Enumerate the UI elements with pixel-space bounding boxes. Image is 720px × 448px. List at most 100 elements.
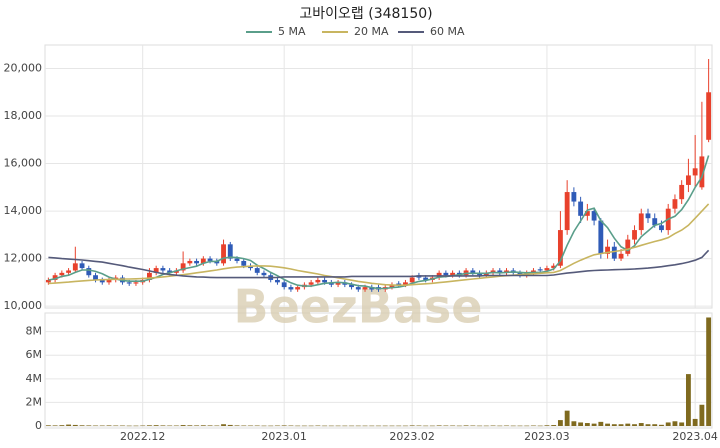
volume-bar [315, 425, 321, 427]
volume-bar [275, 425, 280, 427]
volume-bar [106, 425, 112, 426]
volume-bar [524, 425, 530, 427]
volume-bar [625, 423, 631, 426]
volume-bar [335, 425, 341, 427]
candle-body [207, 258, 213, 261]
volume-bar [322, 425, 328, 427]
candle-body [423, 277, 429, 280]
candle-body [403, 282, 408, 285]
volume-bar [483, 425, 489, 427]
volume-bar [591, 423, 597, 426]
candle-body [355, 287, 361, 290]
candle-body [167, 270, 173, 273]
volume-bar [396, 425, 402, 427]
volume-bar [685, 374, 691, 426]
candle-body [638, 213, 644, 231]
volume-bar [632, 424, 637, 426]
volume-bar [423, 425, 429, 427]
volume-bar [173, 425, 179, 427]
volume-bar [470, 425, 476, 427]
volume-bar [281, 425, 287, 426]
candle-body [147, 272, 152, 280]
volume-bar [537, 425, 543, 427]
ma-line [48, 249, 710, 279]
volume-panel [44, 312, 713, 429]
volume-bar [692, 418, 698, 426]
volume-bar [349, 425, 354, 427]
volume-bar [72, 424, 78, 426]
candle-body [349, 284, 354, 288]
volume-bar [248, 425, 253, 427]
volume-bar [598, 421, 604, 426]
candle-body [86, 268, 92, 276]
y-tick-label: 12,000 [4, 252, 43, 265]
candle-body [564, 192, 570, 231]
volume-bar [234, 425, 240, 426]
volume-bar [200, 425, 206, 426]
candle-body [685, 175, 691, 185]
volume-bar [160, 425, 166, 426]
volume-bar [638, 423, 644, 426]
candle-body [598, 220, 604, 254]
candle-body [180, 263, 186, 271]
candle-body [389, 284, 395, 288]
volume-bar [308, 425, 314, 427]
volume-bar [584, 423, 590, 426]
volume-bar [93, 425, 98, 427]
candle-body [605, 246, 610, 254]
legend-label: 20 MA [354, 25, 389, 38]
candle-body [59, 272, 65, 276]
volume-bar [133, 425, 139, 427]
volume-bar [672, 421, 678, 426]
volume-bar [227, 424, 233, 426]
volume-bar [268, 425, 274, 427]
volume-bar [99, 425, 105, 427]
volume-tick-label: 8M [26, 325, 43, 338]
candle-body [450, 272, 456, 276]
volume-bar [126, 425, 132, 427]
volume-bar [362, 425, 368, 427]
volume-bar [66, 424, 72, 426]
volume-tick-label: 0 [35, 419, 42, 432]
volume-bar [571, 421, 577, 426]
volume-bar [517, 425, 523, 427]
volume-bar [706, 317, 712, 426]
candle-body [672, 199, 678, 209]
candle-body [692, 168, 698, 176]
volume-bar [382, 425, 388, 427]
volume-bar [301, 425, 307, 427]
volume-bar [504, 425, 509, 427]
volume-bar [497, 425, 503, 427]
candle-body [45, 279, 51, 283]
volume-bar [207, 425, 213, 426]
candle-body [254, 268, 260, 273]
volume-bar [477, 425, 482, 427]
ma-line [48, 203, 710, 286]
volume-bar [295, 425, 301, 427]
volume-bar [403, 425, 408, 427]
volume-bar [510, 425, 516, 427]
candle-body [659, 225, 664, 231]
volume-tick-label: 2M [26, 395, 43, 408]
volume-bar [416, 425, 422, 427]
candle-body [194, 260, 200, 264]
candle-body [443, 272, 449, 276]
legend-label: 5 MA [278, 25, 306, 38]
y-tick-label: 18,000 [4, 109, 43, 122]
candle-body [133, 282, 139, 284]
y-tick-label: 16,000 [4, 157, 43, 170]
volume-bar [45, 425, 51, 426]
candle-body [335, 282, 341, 285]
volume-bar [254, 425, 260, 427]
candle-body [221, 244, 226, 264]
volume-bar [376, 425, 381, 427]
volume-bar [463, 425, 469, 426]
candle-body [632, 230, 637, 240]
volume-bar [328, 425, 334, 427]
candle-body [470, 270, 476, 273]
volume-bar [221, 424, 226, 426]
candle-body [544, 268, 550, 271]
candle-body [591, 211, 597, 221]
volume-bar [187, 425, 193, 426]
candle-body [241, 260, 247, 266]
